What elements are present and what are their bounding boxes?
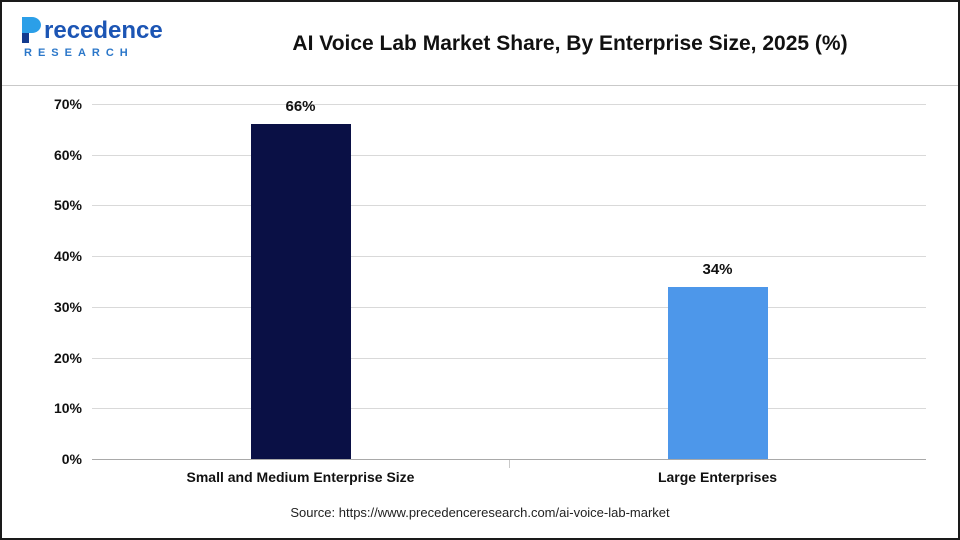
y-axis-tick-label: 50% bbox=[53, 197, 82, 214]
logo-p-icon bbox=[22, 17, 41, 43]
gridline bbox=[92, 256, 926, 258]
header: recedence RESEARCH AI Voice Lab Market S… bbox=[2, 2, 958, 86]
x-axis-category-label: Large Enterprises bbox=[657, 469, 778, 485]
bar-large-enterprises: 34% bbox=[667, 261, 768, 459]
source-text: Source: https://www.precedenceresearch.c… bbox=[290, 505, 670, 520]
gridline bbox=[92, 104, 926, 105]
x-axis-center-tick bbox=[509, 459, 510, 468]
gridline bbox=[92, 408, 926, 410]
logo-wordmark: recedence bbox=[20, 16, 200, 43]
y-axis-tick-label: 10% bbox=[53, 400, 82, 417]
gridline bbox=[92, 154, 926, 156]
x-axis-category-label: Small and Medium Enterprise Size bbox=[186, 469, 415, 485]
bar-chart: 70% 60% 50% 40% 30% 20% 10% 0% 66% 34% Small and … bbox=[2, 86, 958, 520]
logo-brand-text: recedence bbox=[44, 17, 163, 44]
x-axis-line bbox=[92, 459, 926, 460]
precedence-research-logo: recedence RESEARCH bbox=[20, 16, 200, 59]
gridline bbox=[92, 357, 926, 359]
chart-title: AI Voice Lab Market Share, By Enterprise… bbox=[292, 32, 848, 55]
gridline bbox=[92, 205, 926, 207]
y-axis-tick-label: 60% bbox=[53, 146, 82, 163]
y-axis-tick-label: 0% bbox=[61, 451, 82, 467]
bar-value-label: 66% bbox=[285, 98, 316, 116]
x-axis-labels: Small and Medium Enterprise Size Large En… bbox=[92, 469, 926, 485]
plot-area: 70% 60% 50% 40% 30% 20% 10% 0% 66% 34% bbox=[54, 96, 926, 468]
y-axis-tick-label: 20% bbox=[53, 349, 82, 366]
y-axis-tick-label: 70% bbox=[53, 96, 82, 112]
logo-research-text: RESEARCH bbox=[24, 47, 134, 59]
y-axis-tick-label: 30% bbox=[53, 298, 82, 315]
y-axis-tick-label: 40% bbox=[53, 248, 82, 265]
gridline bbox=[92, 306, 926, 308]
bar-value-label: 34% bbox=[702, 260, 733, 278]
bar-small-medium-enterprise: 66% bbox=[250, 98, 351, 459]
